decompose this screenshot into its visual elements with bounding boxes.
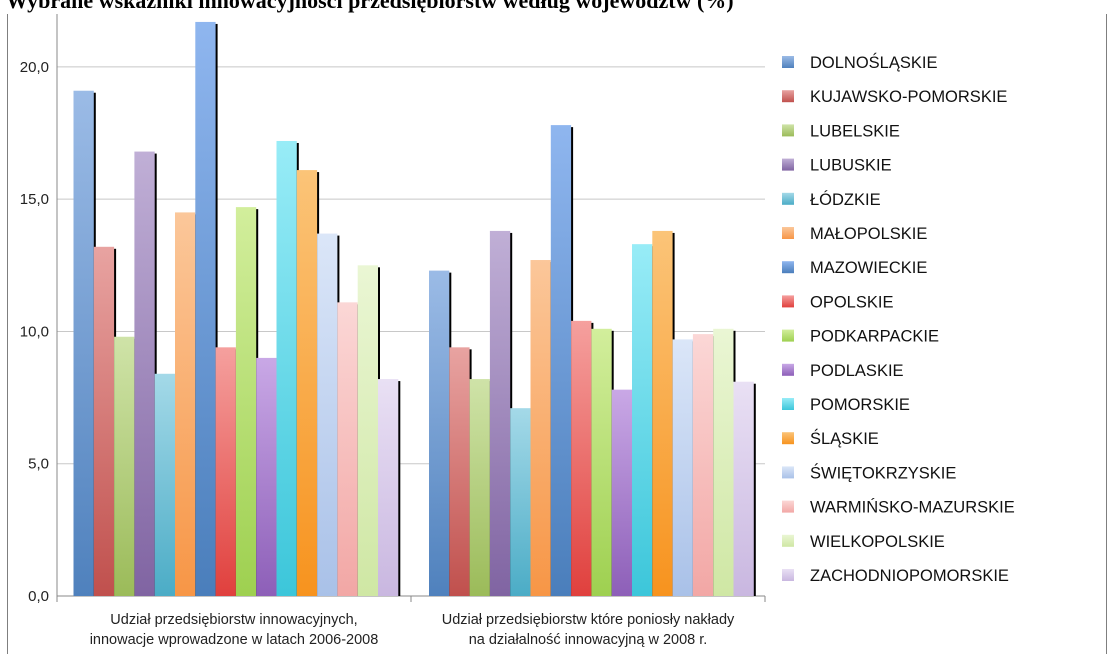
legend-swatch: [782, 192, 794, 205]
bar: [73, 90, 94, 596]
legend-label: KUJAWSKO-POMORSKIE: [810, 88, 1007, 106]
legend-swatch: [782, 90, 794, 103]
bar: [134, 151, 155, 596]
bar: [357, 265, 378, 596]
y-tick-label: 5,0: [28, 456, 49, 473]
legend-label: ŚLĄSKIE: [810, 429, 879, 448]
legend-swatch: [782, 227, 794, 239]
bar: [489, 230, 511, 596]
bar: [611, 389, 632, 596]
bar: [93, 246, 115, 597]
bar: [337, 302, 358, 596]
category-label: Udział przedsiębiorstw innowacyjnych,: [110, 612, 357, 628]
legend-swatch: [782, 261, 794, 274]
bar: [429, 270, 450, 596]
legend-swatch: [782, 432, 794, 445]
legend: DOLNOŚLĄSKIE KUJAWSKO-POMORSKIE LUBELSKIE L…: [782, 53, 1015, 585]
legend-swatch: [782, 329, 794, 342]
legend-label: WIELKOPOLSKIE: [810, 533, 945, 551]
bar: [114, 336, 135, 596]
category-labels: Udział przedsiębiorstw innowacyjnych, inn…: [90, 612, 735, 648]
y-tick-label: 15,0: [20, 191, 49, 208]
category-label: Udział przedsiębiorstw które poniosły na…: [442, 612, 735, 628]
bars: [73, 21, 756, 597]
bar: [550, 125, 572, 596]
bar: [195, 21, 216, 597]
legend-label: ŚWIĘTOKRZYSKIE: [810, 463, 956, 482]
y-axis: 0,0 5,0 10,0 15,0 20,0: [20, 14, 766, 605]
bar: [672, 339, 693, 596]
y-tick-label: 20,0: [20, 59, 49, 76]
legend-label: OPOLSKIE: [810, 293, 893, 311]
bar: [632, 244, 653, 596]
legend-swatch: [782, 500, 794, 513]
legend-swatch: [782, 363, 794, 376]
legend-swatch: [782, 398, 794, 410]
legend-swatch: [782, 534, 794, 547]
legend-label: PODLASKIE: [810, 362, 904, 380]
y-tick-label: 10,0: [20, 323, 49, 340]
bar: [591, 328, 612, 596]
legend-label: ZACHODNIOPOMORSKIE: [810, 567, 1009, 585]
bar: [317, 233, 338, 596]
bar: [276, 140, 297, 596]
bar: [378, 379, 399, 596]
legend-label: DOLNOŚLĄSKIE: [810, 53, 937, 72]
legend-label: LUBUSKIE: [810, 157, 892, 175]
bar: [571, 320, 592, 596]
chart-title: Wybrane wskaźniki innowacyjności przedsi…: [6, 0, 734, 13]
legend-swatch: [782, 466, 794, 479]
bar: [692, 334, 714, 596]
bar: [296, 170, 318, 596]
y-tick-label: 0,0: [28, 588, 49, 605]
bar: [256, 357, 277, 596]
legend-label: MAŁOPOLSKIE: [810, 225, 927, 243]
bar: [510, 408, 531, 596]
legend-swatch: [782, 569, 794, 581]
chart-title-strip: Wybrane wskaźniki innowacyjności przedsi…: [0, 0, 1107, 14]
legend-label: WARMIŃSKO-MAZURSKIE: [810, 498, 1015, 517]
legend-swatch: [782, 124, 794, 137]
bar: [235, 207, 257, 597]
bar: [215, 347, 236, 596]
bar: [175, 212, 196, 596]
legend-swatch: [782, 295, 794, 308]
bar: [733, 381, 754, 596]
legend-label: MAZOWIECKIE: [810, 259, 927, 277]
legend-swatch: [782, 158, 794, 171]
category-label: na działalność innowacyjną w 2008 r.: [469, 632, 708, 648]
bar: [713, 328, 734, 596]
bar: [530, 260, 551, 596]
legend-label: LUBELSKIE: [810, 122, 900, 140]
legend-label: ŁÓDZKIE: [810, 190, 881, 209]
bar: [469, 379, 490, 596]
bar: [154, 373, 175, 596]
legend-label: POMORSKIE: [810, 396, 910, 414]
category-label: innowacje wprowadzone w latach 2006-2008: [90, 632, 379, 648]
bar: [652, 230, 673, 596]
bar: [449, 347, 470, 596]
legend-label: PODKARPACKIE: [810, 328, 939, 346]
legend-swatch: [782, 56, 794, 68]
